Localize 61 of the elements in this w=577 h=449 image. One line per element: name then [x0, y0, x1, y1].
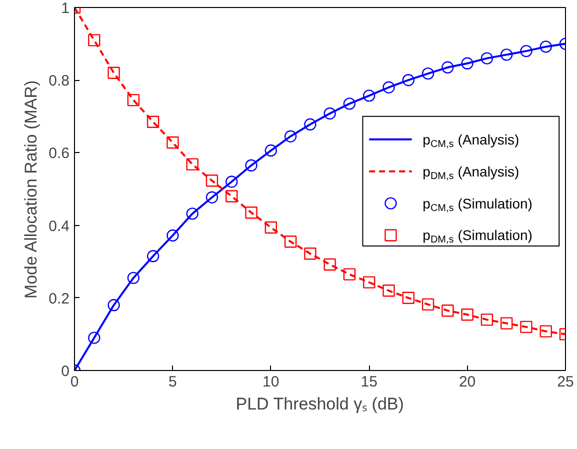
point: [206, 191, 218, 204]
point: [206, 174, 218, 187]
point: [304, 248, 316, 260]
point: [284, 130, 297, 142]
point: [520, 44, 532, 58]
point: [324, 107, 336, 120]
point: [226, 176, 238, 188]
point: [186, 158, 198, 170]
point: [264, 144, 277, 157]
point: [480, 314, 494, 326]
point: [166, 229, 179, 242]
x-tick-label: 10: [262, 374, 280, 390]
point: [500, 317, 513, 330]
point: [166, 136, 179, 149]
point: [146, 116, 160, 128]
point: [540, 40, 552, 53]
point: [127, 272, 140, 284]
x-tick-label: 15: [360, 374, 378, 390]
point: [343, 98, 356, 110]
x-tick-label: 5: [168, 374, 177, 390]
point: [343, 268, 356, 280]
point: [146, 250, 160, 262]
y-tick-label: 0.2: [48, 290, 70, 308]
point: [88, 332, 100, 344]
point: [520, 320, 532, 334]
x-tick-label: 20: [458, 374, 476, 390]
point: [363, 276, 376, 288]
point: [480, 52, 494, 64]
point: [127, 94, 140, 106]
point: [108, 299, 120, 312]
y-tick-label: 0.6: [48, 145, 70, 162]
y-tick-label: 0.4: [48, 218, 70, 235]
point: [540, 325, 552, 338]
point: [422, 298, 434, 311]
y-tick-label: 0.8: [48, 72, 70, 90]
point: [304, 118, 316, 130]
point: [402, 292, 414, 304]
point: [461, 57, 474, 70]
point: [500, 48, 513, 61]
x-tick-label: 25: [557, 374, 574, 390]
point: [245, 206, 258, 219]
point: [226, 190, 238, 202]
y-tick-label: 1: [61, 0, 70, 17]
point: [402, 74, 414, 86]
point: [284, 236, 297, 248]
point: [442, 304, 454, 317]
point: [382, 81, 395, 94]
point: [245, 159, 258, 172]
point: [88, 34, 100, 46]
point: [108, 66, 120, 79]
point: [363, 90, 376, 102]
x-axis-title: PLD Threshold γₛ (dB): [236, 394, 404, 414]
point: [422, 67, 434, 80]
point: [442, 61, 454, 74]
point: [324, 258, 336, 271]
point: [264, 221, 277, 234]
point: [186, 208, 198, 220]
point: [382, 284, 395, 297]
y-tick-label: 0: [61, 363, 70, 380]
y-axis-title: Mode Allocation Ratio (MAR): [22, 80, 41, 299]
point: [461, 308, 474, 321]
